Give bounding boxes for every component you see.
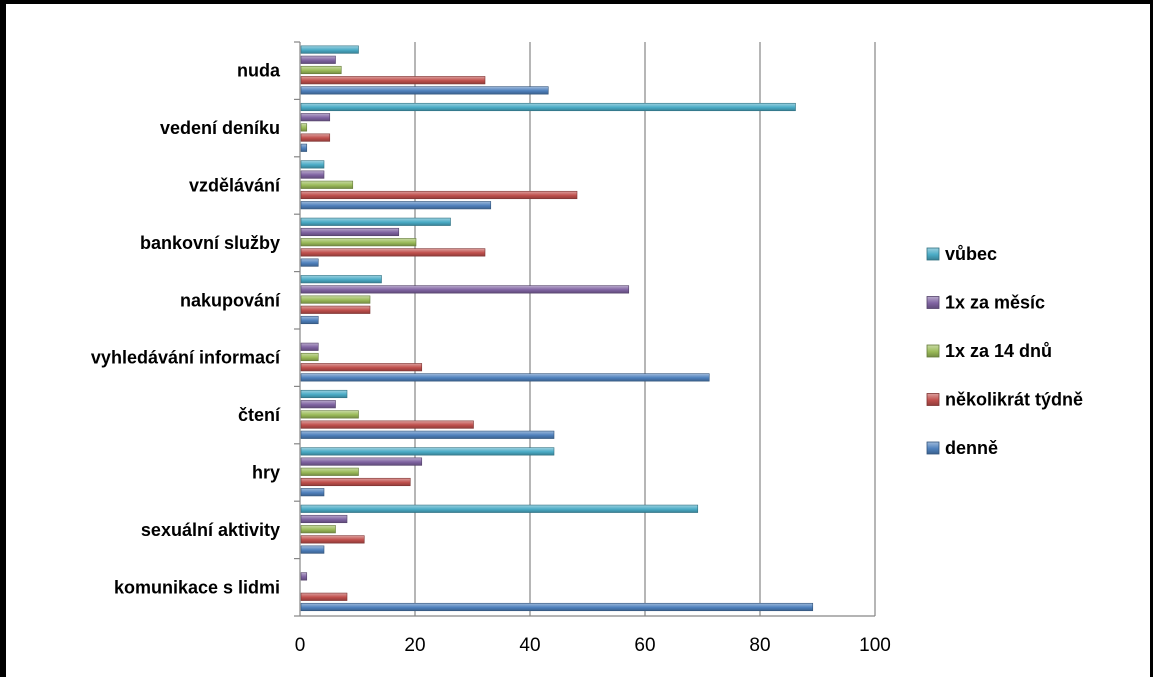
legend: vůbec 1x za měsíc 1x za 14 dnů několikrát t… — [926, 244, 1083, 458]
bar-10-series-3 — [300, 65, 342, 75]
bar-3-series-2 — [300, 477, 411, 487]
bar-chart: komunikace s lidmi sexuální aktivity hry čt… — [91, 41, 1083, 656]
legend-swatch — [926, 441, 940, 455]
bar-9-series-2 — [300, 133, 331, 142]
bar-4-series-2 — [300, 420, 474, 429]
legend-label: 1x za 14 dnů — [945, 341, 1052, 361]
bar-9-series-4 — [300, 113, 331, 122]
bar-10-series-1 — [300, 86, 549, 95]
bar-6-series-3 — [300, 295, 371, 304]
bar-9-series-5 — [300, 102, 796, 112]
bars — [300, 45, 814, 612]
bar-4-series-4 — [300, 400, 336, 409]
bar-1-series-1 — [300, 602, 814, 612]
bar-10-series-5 — [300, 45, 359, 54]
legend-item: vůbec — [926, 244, 997, 264]
bar-3-series-1 — [300, 488, 325, 497]
bar-4-series-1 — [300, 430, 555, 439]
bar-4-series-5 — [300, 389, 348, 399]
bar-6-series-4 — [300, 285, 630, 294]
legend-swatch — [926, 247, 940, 261]
category-label: nakupování — [180, 290, 281, 310]
bar-8-series-5 — [300, 160, 325, 169]
category-label: vzdělávání — [189, 176, 281, 196]
bar-4-series-3 — [300, 410, 359, 419]
bar-8-series-4 — [300, 170, 325, 179]
bar-7-series-2 — [300, 248, 486, 257]
legend-item: několikrát týdně — [926, 390, 1083, 410]
x-tick-label: 0 — [295, 635, 306, 656]
bar-7-series-1 — [300, 258, 319, 267]
bar-8-series-3 — [300, 180, 354, 189]
bar-2-series-5 — [300, 504, 699, 513]
bar-2-series-1 — [300, 545, 325, 554]
legend-swatch — [926, 344, 940, 358]
bar-7-series-3 — [300, 238, 417, 247]
bar-8-series-2 — [300, 190, 578, 200]
category-label: nuda — [237, 61, 281, 81]
legend-item: 1x za měsíc — [926, 293, 1045, 313]
legend-label: 1x za měsíc — [945, 293, 1045, 313]
category-label: vedení deníku — [160, 118, 280, 138]
bar-6-series-1 — [300, 315, 319, 325]
bar-1-series-4 — [300, 572, 308, 581]
x-tick-label: 60 — [634, 635, 655, 656]
bar-5-series-3 — [300, 352, 319, 362]
bar-2-series-2 — [300, 535, 365, 544]
legend-item: 1x za 14 dnů — [926, 341, 1052, 361]
bar-7-series-5 — [300, 217, 451, 226]
legend-swatch — [926, 296, 940, 309]
bar-5-series-2 — [300, 363, 423, 372]
category-label: komunikace s lidmi — [114, 577, 280, 597]
bar-3-series-4 — [300, 457, 423, 466]
bar-5-series-1 — [300, 373, 710, 382]
bar-6-series-2 — [300, 305, 371, 314]
x-tick-label: 40 — [519, 635, 540, 656]
bar-2-series-3 — [300, 525, 336, 534]
category-label: sexuální aktivity — [141, 520, 280, 540]
bar-6-series-5 — [300, 275, 382, 284]
bar-9-series-3 — [300, 123, 308, 132]
bar-2-series-4 — [300, 514, 348, 524]
bar-10-series-2 — [300, 76, 486, 85]
bar-7-series-4 — [300, 227, 400, 237]
bar-1-series-2 — [300, 592, 348, 601]
legend-label: několikrát týdně — [945, 390, 1083, 410]
legend-item: denně — [926, 438, 998, 458]
bar-9-series-1 — [300, 143, 308, 152]
category-label: vyhledávání informací — [91, 348, 281, 368]
category-label: čtení — [238, 405, 281, 425]
bar-3-series-3 — [300, 467, 359, 476]
legend-label: denně — [945, 438, 998, 458]
category-label: hry — [252, 463, 280, 483]
legend-label: vůbec — [945, 244, 997, 264]
bar-5-series-4 — [300, 342, 319, 351]
bar-3-series-5 — [300, 447, 555, 456]
x-tick-label: 100 — [859, 635, 891, 656]
grid-lines — [414, 42, 876, 616]
x-tick-label: 20 — [404, 635, 425, 656]
bar-10-series-4 — [300, 55, 336, 64]
category-label: bankovní služby — [140, 233, 280, 253]
x-tick-label: 80 — [749, 635, 770, 656]
bar-8-series-1 — [300, 201, 492, 210]
legend-swatch — [926, 393, 940, 406]
axes: komunikace s lidmi sexuální aktivity hry čt… — [91, 41, 891, 656]
